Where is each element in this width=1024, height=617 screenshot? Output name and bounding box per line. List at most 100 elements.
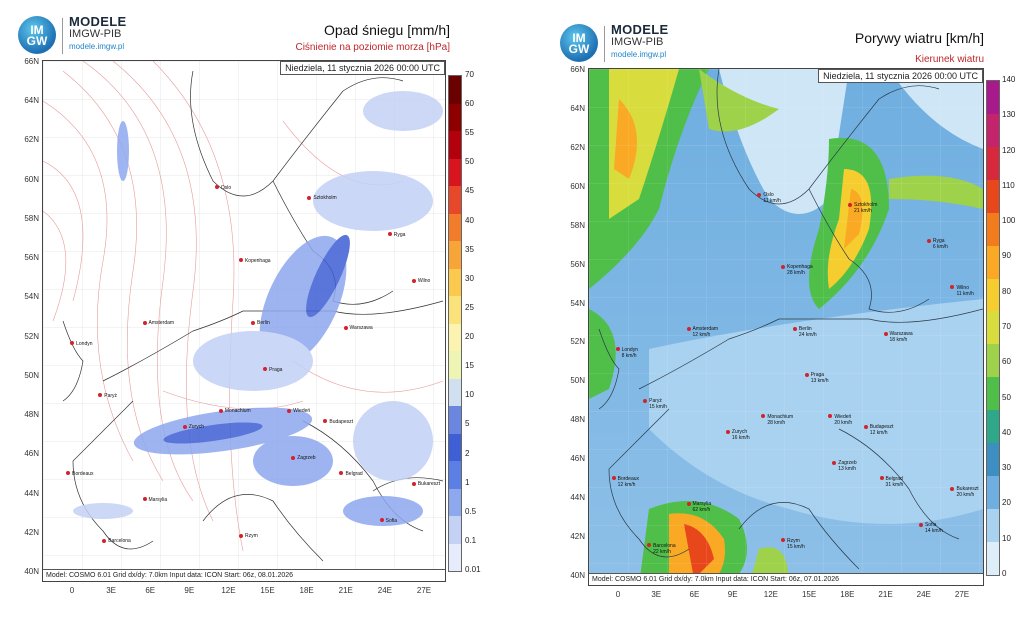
lat-label: 62N <box>570 142 585 152</box>
city-marker[interactable]: Kopenhaga 28 km/h <box>781 264 813 276</box>
lon-label: 27E <box>416 586 432 595</box>
imgw-globe-icon: IM GW <box>18 16 56 54</box>
city-dot-icon <box>343 325 348 330</box>
city-marker[interactable]: Amsterdam <box>142 320 174 326</box>
valid-time: Niedziela, 11 stycznia 2026 00:00 UTC <box>280 61 445 75</box>
city-dot-icon <box>291 455 296 460</box>
city-marker[interactable]: Bukareszt 20 km/h <box>950 486 979 498</box>
city-marker[interactable]: Wiedeń 20 km/h <box>828 414 852 426</box>
city-marker[interactable]: Praga 13 km/h <box>804 372 828 384</box>
city-marker[interactable]: Zurych <box>182 424 204 430</box>
city-marker[interactable]: Marsylia 62 km/h <box>686 501 711 514</box>
city-marker[interactable]: Monachium 28 km/h <box>761 414 793 426</box>
city-marker[interactable]: Zagrzeb 13 km/h <box>832 460 857 472</box>
city-marker[interactable]: Marsylia <box>142 497 167 503</box>
city-marker[interactable]: Budapeszt 12 km/h <box>863 424 893 436</box>
city-marker[interactable]: Rzym 15 km/h <box>781 538 805 550</box>
lon-label: 18E <box>299 586 314 595</box>
city-marker[interactable]: Wilno 11 km/h <box>950 285 974 297</box>
lat-label: 46N <box>570 454 585 464</box>
city-marker[interactable]: Budapeszt <box>323 419 353 425</box>
city-marker[interactable]: Bukareszt <box>411 481 440 487</box>
city-dot-icon <box>686 326 691 331</box>
city-marker[interactable]: Kopenhaga <box>238 258 271 264</box>
lat-label: 52N <box>570 337 585 347</box>
city-wind-value: 62 km/h <box>692 507 711 514</box>
city-dot-icon <box>70 341 75 346</box>
city-dot-icon <box>757 192 762 197</box>
city-marker[interactable]: Berlin 24 km/h <box>792 326 817 338</box>
city-marker[interactable]: Belgrad 31 km/h <box>879 476 903 488</box>
city-marker[interactable]: Sztokholm 21 km/h <box>848 202 877 214</box>
city-marker[interactable]: Sofia 14 km/h <box>918 522 943 534</box>
city-marker[interactable]: Paryż <box>98 393 117 399</box>
city-marker[interactable]: Zurych 16 km/h <box>725 429 750 441</box>
city-marker[interactable]: Amsterdam 12 km/h <box>686 326 718 338</box>
colorbar-tick-label: 45 <box>465 186 474 196</box>
site-url[interactable]: modele.imgw.pl <box>69 42 125 51</box>
city-marker[interactable]: Ryga 6 km/h <box>926 238 948 250</box>
city-marker[interactable]: Monachium <box>218 408 251 415</box>
brand-name: MODELE <box>611 22 669 37</box>
city-dot-icon <box>615 347 620 352</box>
lat-label: 52N <box>24 331 39 341</box>
city-marker[interactable]: Wiedeń <box>287 408 310 414</box>
city-marker[interactable]: Sztokholm <box>307 195 337 202</box>
wind-gust-map[interactable]: Niedziela, 11 stycznia 2026 00:00 UTC Mo… <box>588 68 984 586</box>
colorbar-tick-label: 60 <box>1002 357 1011 367</box>
city-marker[interactable]: Praga <box>263 367 282 373</box>
city-dot-icon <box>287 409 292 414</box>
city-name: Sztokholm <box>313 195 337 202</box>
city-name: Budapeszt <box>329 418 354 425</box>
lon-label: 9E <box>184 586 195 595</box>
colorbar-segment <box>987 410 999 444</box>
city-marker[interactable]: Bordeaux 12 km/h <box>611 476 639 488</box>
map-title: Porywy wiatru [km/h] <box>854 30 984 46</box>
city-dot-icon <box>218 409 223 414</box>
imgw-logo[interactable]: IM GW MODELE IMGW-PIB modele.imgw.pl <box>18 15 126 54</box>
city-marker[interactable]: Oslo <box>214 185 231 191</box>
lon-label: 21E <box>338 586 353 595</box>
city-marker[interactable]: Warszawa 18 km/h <box>883 331 913 343</box>
city-marker[interactable]: Paryż 15 km/h <box>643 398 667 410</box>
lat-label: 48N <box>24 410 39 420</box>
city-wind-value: 20 km/h <box>834 419 853 426</box>
snowfall-map[interactable]: Niedziela, 11 stycznia 2026 00:00 UTC Mo… <box>42 60 446 582</box>
city-marker[interactable]: Rzym <box>238 533 258 539</box>
city-marker[interactable]: Berlin <box>251 320 270 326</box>
colorbar-segment <box>449 516 461 544</box>
lon-label: 3E <box>651 590 662 599</box>
city-dot-icon <box>761 414 766 419</box>
city-name: Rzym <box>787 537 800 544</box>
colorbar-tick-label: 50 <box>1002 392 1011 402</box>
lon-label: 27E <box>954 590 970 599</box>
city-marker[interactable]: Barcelona 22 km/h <box>647 543 676 555</box>
city-marker[interactable]: Bordeaux <box>66 471 94 477</box>
city-name: Zagrzeb <box>297 455 316 462</box>
city-marker[interactable]: Londyn <box>70 341 93 347</box>
city-dot-icon <box>411 481 416 486</box>
imgw-logo[interactable]: IM GW MODELE IMGW-PIB modele.imgw.pl <box>560 22 669 62</box>
city-marker[interactable]: Londyn 8 km/h <box>615 347 638 359</box>
lat-label: 56N <box>570 259 585 269</box>
city-marker[interactable]: Belgrad <box>339 471 363 477</box>
city-dot-icon <box>643 398 648 403</box>
city-name: Wiedeń <box>293 408 311 415</box>
city-marker[interactable]: Ryga <box>387 232 405 238</box>
colorbar-tick-label: 0.01 <box>465 565 481 574</box>
colorbar-segment <box>449 103 461 131</box>
city-marker[interactable]: Oslo 11 km/h <box>757 192 781 204</box>
city-marker[interactable]: Sofia <box>379 518 397 524</box>
city-marker[interactable]: Barcelona <box>102 538 131 544</box>
city-marker[interactable]: Zagrzeb <box>291 455 316 462</box>
city-name: Monachium <box>224 408 251 415</box>
city-marker[interactable]: Wilno <box>411 278 430 284</box>
city-marker[interactable]: Warszawa <box>343 325 373 331</box>
map-subtitle: Ciśnienie na poziomie morza [hPa] <box>295 42 450 53</box>
colorbar-segment <box>449 323 461 351</box>
colorbar-segment <box>449 488 461 516</box>
lat-label: 48N <box>570 415 585 425</box>
city-dot-icon <box>804 373 809 378</box>
lat-label: 40N <box>24 567 39 576</box>
site-url[interactable]: modele.imgw.pl <box>611 50 667 59</box>
